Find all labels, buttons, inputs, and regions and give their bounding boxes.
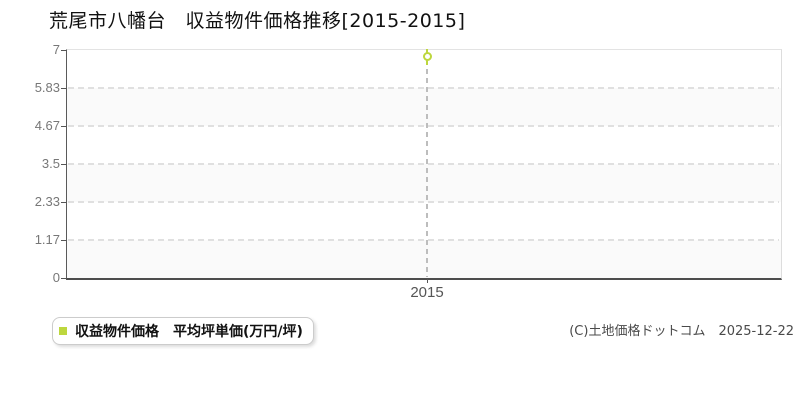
y-tick-label: 7	[52, 42, 60, 57]
chart-title: 荒尾市八幡台 収益物件価格推移[2015-2015]	[49, 10, 466, 32]
y-gridline	[68, 201, 779, 204]
legend: 収益物件価格 平均坪単価(万円/坪)	[52, 317, 314, 345]
x-tick-label: 2015	[410, 284, 444, 301]
y-gridline	[68, 87, 779, 90]
y-gridline	[68, 238, 779, 241]
data-point-marker	[422, 52, 432, 61]
y-tick-mark	[61, 202, 67, 203]
y-tick-label: 4.67	[34, 117, 60, 133]
y-tick-label: 2.33	[34, 194, 60, 210]
x-gridline	[426, 51, 428, 277]
y-gridline	[68, 124, 779, 127]
y-tick-mark	[61, 164, 67, 165]
y-tick-label: 1.17	[34, 231, 60, 247]
copyright-text: (C)土地価格ドットコム 2025-12-22	[569, 324, 794, 339]
y-tick-mark	[61, 126, 67, 127]
legend-swatch-icon	[59, 327, 67, 335]
y-tick-mark	[61, 88, 67, 89]
y-tick-mark	[61, 50, 67, 51]
y-tick-mark	[61, 240, 67, 241]
y-tick-label: 5.83	[34, 80, 60, 96]
x-tick-mark	[427, 279, 428, 283]
legend-label: 収益物件価格 平均坪単価(万円/坪)	[75, 324, 303, 340]
y-tick-label: 3.5	[41, 156, 60, 171]
y-gridline	[68, 163, 779, 165]
y-tick-mark	[61, 278, 67, 279]
y-tick-label: 0	[52, 270, 60, 285]
